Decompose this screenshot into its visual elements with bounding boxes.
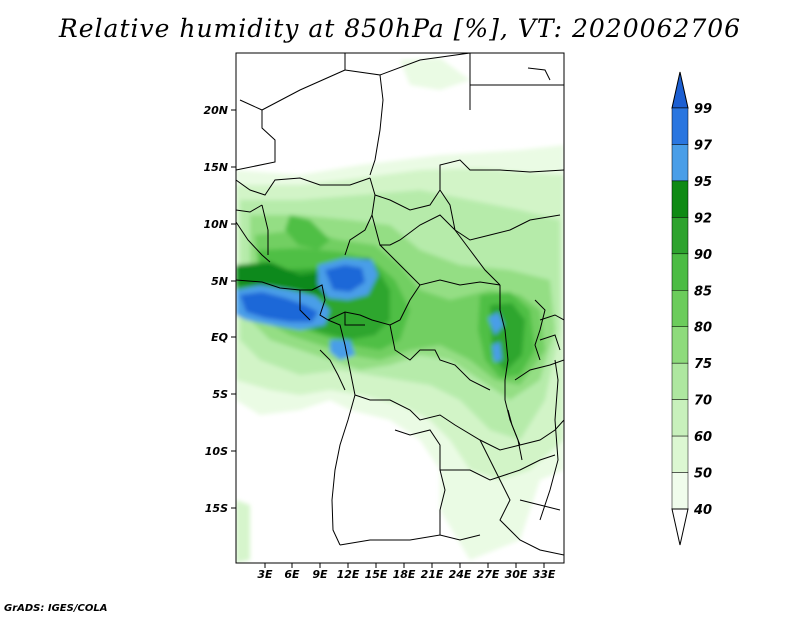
lat-label: 10N (203, 218, 228, 231)
lon-label: 21E (421, 568, 444, 581)
lat-labels: 20N 15N 10N 5N EQ 5S 10S 15S (203, 104, 228, 515)
lat-label: 15N (203, 161, 228, 174)
lat-label: EQ (211, 331, 228, 344)
grads-credit: GrADS: IGES/COLA (4, 603, 108, 614)
colorbar: 99 97 95 92 90 85 80 75 70 60 50 40 (671, 71, 713, 546)
colorbar-label: 95 (694, 175, 712, 190)
colorbar-segment (671, 107, 689, 145)
lat-ticks (231, 109, 236, 509)
colorbar-segment (671, 144, 689, 182)
colorbar-top-arrow (671, 71, 689, 109)
colorbar-segment (671, 290, 689, 327)
lat-label: 15S (205, 502, 228, 515)
colorbar-segment (671, 253, 689, 291)
lon-label: 9E (312, 568, 328, 581)
lon-ticks (264, 563, 545, 568)
lon-label: 30E (505, 568, 528, 581)
lon-labels: 3E 6E 9E 12E 15E 18E 21E 24E 27E 30E 33E (257, 568, 555, 581)
colorbar-label: 50 (694, 467, 712, 482)
colorbar-segment (671, 472, 689, 510)
plot-frame (235, 52, 565, 564)
colorbar-label: 85 (694, 284, 712, 299)
lat-label: 10S (205, 445, 228, 458)
colorbar-label: 80 (694, 321, 712, 336)
colorbar-label: 92 (694, 211, 712, 226)
lat-label: 5N (211, 275, 228, 288)
map-title: Relative humidity at 850hPa [%], VT: 202… (58, 14, 742, 43)
lat-label: 5S (212, 388, 228, 401)
colorbar-label: 75 (694, 357, 712, 372)
lon-label: 6E (284, 568, 300, 581)
colorbar-segment (671, 326, 689, 364)
lon-label: 18E (393, 568, 416, 581)
colorbar-label: 99 (694, 102, 712, 117)
colorbar-label: 90 (694, 248, 712, 263)
colorbar-segment (671, 399, 689, 437)
colorbar-bottom-arrow (671, 508, 689, 546)
lon-label: 27E (477, 568, 500, 581)
colorbar-label: 70 (694, 394, 712, 409)
humidity-field (236, 53, 564, 563)
colorbar-labels: 99 97 95 92 90 85 80 75 70 60 50 40 (693, 102, 713, 518)
colorbar-segments (671, 107, 689, 510)
colorbar-label: 60 (694, 430, 712, 445)
colorbar-segment (671, 180, 689, 218)
country-borders (236, 53, 564, 556)
lon-label: 3E (257, 568, 273, 581)
colorbar-segment (671, 362, 689, 400)
lat-label: 20N (203, 104, 228, 117)
lon-label: 12E (337, 568, 360, 581)
colorbar-segment (671, 435, 689, 473)
colorbar-label: 40 (693, 503, 712, 518)
colorbar-segment (671, 217, 689, 255)
lon-label: 24E (449, 568, 472, 581)
lon-label: 33E (533, 568, 556, 581)
lon-label: 15E (365, 568, 388, 581)
colorbar-label: 97 (694, 138, 713, 153)
